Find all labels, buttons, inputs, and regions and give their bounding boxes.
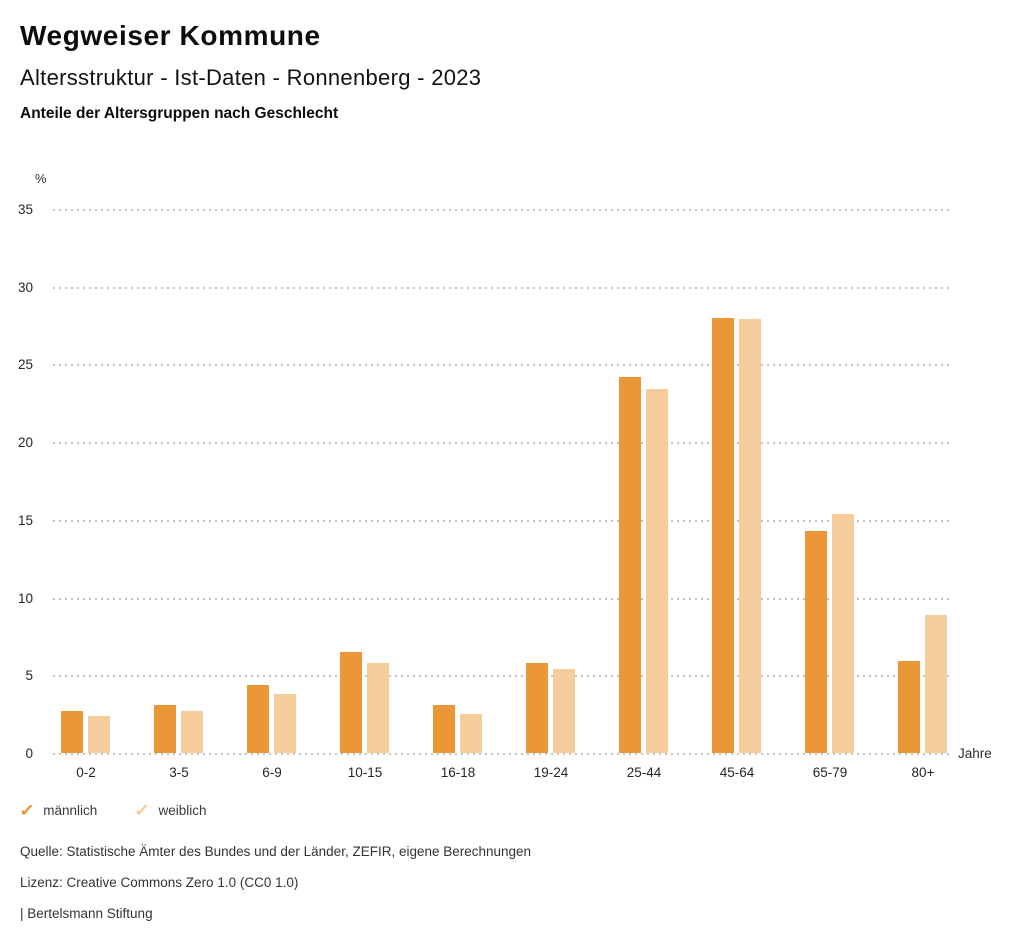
bar-weiblich-16-18[interactable]: [460, 714, 482, 753]
chart-heading: Anteile der Altersgruppen nach Geschlech…: [20, 105, 339, 122]
y-tick-label: 5: [25, 668, 33, 684]
bar-weiblich-0-2[interactable]: [88, 715, 110, 753]
gridline-10: [53, 597, 952, 600]
gridline-5: [53, 675, 952, 678]
x-tick-label: 10-15: [347, 765, 383, 780]
x-axis-unit-label: Jahre: [958, 746, 992, 761]
license-text: Lizenz: Creative Commons Zero 1.0 (CC0 1…: [20, 875, 299, 890]
x-tick-label: 65-79: [812, 765, 848, 780]
bar-weiblich-3-5[interactable]: [181, 711, 203, 753]
bar-männlich-80+[interactable]: [898, 661, 920, 753]
bar-weiblich-65-79[interactable]: [832, 513, 854, 753]
source-text: Quelle: Statistische Ämter des Bundes un…: [20, 844, 532, 859]
bar-weiblich-25-44[interactable]: [646, 389, 668, 753]
gridline-20: [53, 442, 952, 445]
legend-label: männlich: [43, 803, 98, 818]
bar-männlich-45-64[interactable]: [712, 317, 734, 753]
plot-area: [53, 209, 952, 755]
check-icon: ✓: [134, 801, 151, 820]
y-tick-label: 35: [17, 202, 33, 217]
chart-subtitle: Altersstruktur - Ist-Daten - Ronnenberg …: [20, 65, 482, 90]
y-tick-label: 10: [17, 590, 33, 606]
check-icon: ✓: [18, 801, 36, 820]
x-tick-label: 19-24: [533, 765, 569, 780]
gridline-25: [53, 364, 952, 367]
x-tick-label: 45-64: [719, 765, 755, 780]
gridline-15: [53, 519, 952, 522]
bar-männlich-19-24[interactable]: [526, 662, 548, 753]
gridline-0: [53, 753, 952, 755]
x-tick-label: 80+: [911, 765, 935, 780]
bar-weiblich-45-64[interactable]: [739, 319, 761, 753]
bar-männlich-65-79[interactable]: [805, 530, 827, 753]
bar-weiblich-80+[interactable]: [925, 614, 947, 753]
gridline-30: [53, 286, 952, 289]
x-tick-label: 0-2: [76, 765, 96, 780]
y-tick-label: 30: [17, 279, 33, 295]
bar-männlich-0-2[interactable]: [61, 711, 83, 753]
legend-item-weiblich[interactable]: ✓ weiblich: [134, 801, 207, 820]
y-tick-label: 25: [17, 357, 33, 373]
bar-männlich-25-44[interactable]: [619, 376, 641, 753]
bar-männlich-6-9[interactable]: [247, 684, 269, 753]
x-tick-label: 16-18: [440, 765, 476, 780]
legend-label: weiblich: [158, 803, 207, 818]
y-tick-label: 20: [17, 435, 33, 451]
x-tick-label: 3-5: [169, 765, 189, 780]
bar-weiblich-19-24[interactable]: [553, 669, 575, 753]
bar-männlich-16-18[interactable]: [433, 704, 455, 753]
bar-männlich-3-5[interactable]: [154, 704, 176, 753]
x-tick-label: 25-44: [626, 765, 662, 780]
bar-weiblich-10-15[interactable]: [367, 662, 389, 753]
x-tick-label: 6-9: [262, 765, 282, 780]
y-axis-unit-label: %: [35, 171, 47, 186]
bar-männlich-10-15[interactable]: [340, 651, 362, 753]
bar-weiblich-6-9[interactable]: [274, 693, 296, 753]
gridline-35: [53, 209, 952, 211]
y-tick-label: 15: [17, 512, 33, 528]
attribution-text: | Bertelsmann Stiftung: [20, 906, 153, 921]
y-tick-label: 0: [25, 746, 33, 761]
legend-item-männlich[interactable]: ✓ männlich: [18, 801, 98, 820]
page-title: Wegweiser Kommune: [20, 20, 321, 51]
chart-legend: ✓ männlich ✓ weiblich: [18, 801, 207, 820]
